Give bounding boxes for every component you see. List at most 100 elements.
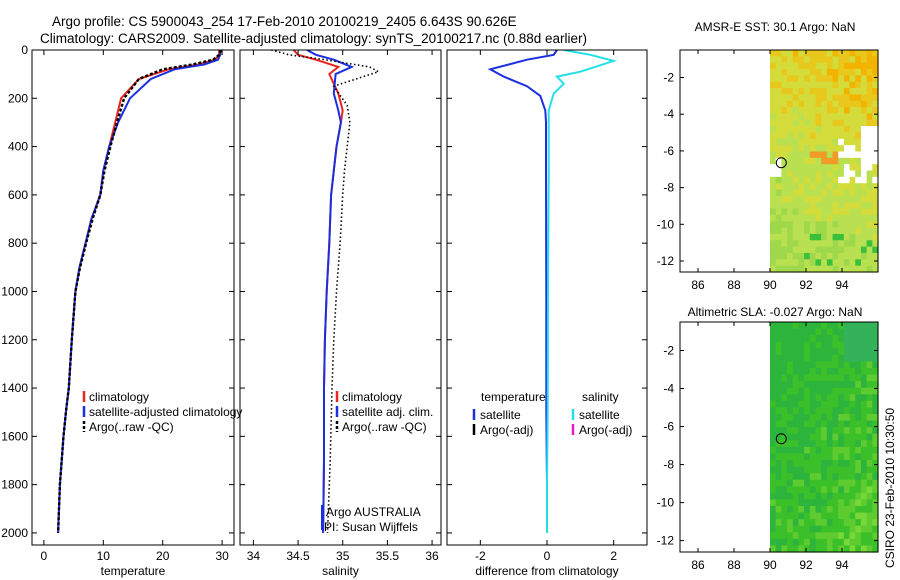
heatmap-cell	[826, 322, 834, 330]
heatmap-cell	[821, 265, 828, 273]
heatmap-cell	[866, 183, 873, 191]
heatmap-cell	[855, 368, 862, 376]
heatmap-cell	[838, 525, 845, 533]
heatmap-cell	[855, 335, 862, 343]
heatmap-cell	[815, 335, 822, 343]
heatmap-cell	[872, 354, 879, 363]
heatmap-cell	[832, 512, 839, 520]
heatmap-cell	[872, 519, 879, 527]
heatmap-cell	[787, 460, 794, 468]
heatmap-cell	[866, 440, 873, 448]
heatmap-cell	[855, 348, 862, 356]
heatmap-cell	[832, 328, 839, 336]
heatmap-cell	[832, 170, 839, 178]
heatmap-cell	[849, 100, 856, 108]
heatmap-cell	[804, 492, 811, 501]
heatmap-cell	[781, 538, 788, 547]
heatmap-cell	[872, 486, 879, 494]
heatmap-cell	[832, 246, 839, 254]
y-tick-label: 200	[8, 91, 28, 105]
heatmap-cell	[849, 368, 856, 376]
heatmap-cell	[821, 126, 828, 134]
heatmap-cell	[792, 119, 800, 127]
heatmap-cell	[838, 132, 845, 140]
heatmap-cell	[855, 88, 862, 95]
heatmap-cell	[826, 486, 834, 494]
heatmap-cell	[821, 381, 828, 389]
heatmap-cell	[809, 132, 817, 140]
heatmap-cell	[787, 466, 794, 474]
heatmap-cell	[770, 259, 777, 267]
heatmap-cell	[781, 440, 788, 448]
heatmap-cell	[781, 233, 788, 241]
heatmap-cell	[832, 119, 839, 127]
heatmap-cell	[798, 170, 805, 178]
heatmap-cell	[872, 538, 879, 547]
heatmap-cell	[832, 453, 839, 461]
x-tick-label: 90	[763, 278, 777, 292]
heatmap-cell	[809, 335, 817, 343]
heatmap-cell	[838, 56, 845, 64]
heatmap-cell	[809, 381, 817, 389]
heatmap-cell	[872, 446, 879, 455]
heatmap-cell	[826, 420, 834, 428]
heatmap-cell	[804, 374, 811, 382]
heatmap-cell	[860, 69, 868, 76]
heatmap-cell	[787, 400, 794, 409]
heatmap-cell	[849, 50, 856, 57]
heatmap-cell	[770, 538, 777, 547]
heatmap-cell	[821, 94, 828, 102]
heatmap-cell	[843, 433, 851, 441]
heatmap-cell	[860, 56, 868, 64]
heatmap-cell	[838, 259, 845, 267]
heatmap-cell	[781, 100, 788, 108]
heatmap-cell	[849, 499, 856, 507]
heatmap-cell	[866, 341, 873, 349]
heatmap-cell	[809, 138, 817, 146]
heatmap-cell	[804, 176, 811, 184]
heatmap-cell	[838, 440, 845, 448]
heatmap-cell	[770, 107, 777, 115]
heatmap-cell	[838, 151, 845, 159]
heatmap-cell	[787, 512, 794, 520]
heatmap-cell	[843, 506, 851, 514]
heatmap-cell	[787, 354, 794, 363]
heatmap-cell	[787, 414, 794, 422]
heatmap-cell	[821, 460, 828, 468]
heatmap-cell	[860, 328, 868, 336]
heatmap-cell	[826, 265, 834, 273]
heatmap-cell	[838, 506, 845, 514]
heatmap-cell	[866, 453, 873, 461]
heatmap-cell	[838, 322, 845, 330]
heatmap-cell	[849, 328, 856, 336]
heatmap-cell	[821, 183, 828, 191]
heatmap-cell	[809, 374, 817, 382]
heatmap-cell	[781, 151, 788, 159]
heatmap-cell	[832, 88, 839, 95]
heatmap-cell	[787, 246, 794, 254]
heatmap-cell	[775, 202, 782, 210]
heatmap-cell	[849, 176, 856, 184]
heatmap-cell	[860, 119, 868, 127]
heatmap-cell	[849, 394, 856, 402]
heatmap-cell	[866, 427, 873, 435]
heatmap-cell	[855, 492, 862, 501]
heatmap-cell	[798, 460, 805, 468]
heatmap-cell	[775, 126, 782, 134]
heatmap-cell	[787, 75, 794, 83]
heatmap-cell	[787, 214, 794, 222]
heatmap-cell	[826, 164, 834, 172]
heatmap-cell	[809, 252, 817, 260]
heatmap-cell	[787, 341, 794, 349]
heatmap-cell	[809, 519, 817, 527]
heatmap-cell	[787, 113, 794, 121]
heatmap-cell	[804, 427, 811, 435]
heatmap-cell	[770, 420, 777, 428]
heatmap-cell	[815, 400, 822, 409]
heatmap-cell	[770, 62, 777, 70]
heatmap-cell	[838, 145, 845, 153]
heatmap-cell	[826, 170, 834, 178]
y-tick-label: -8	[663, 181, 674, 195]
heatmap-cell	[809, 183, 817, 191]
